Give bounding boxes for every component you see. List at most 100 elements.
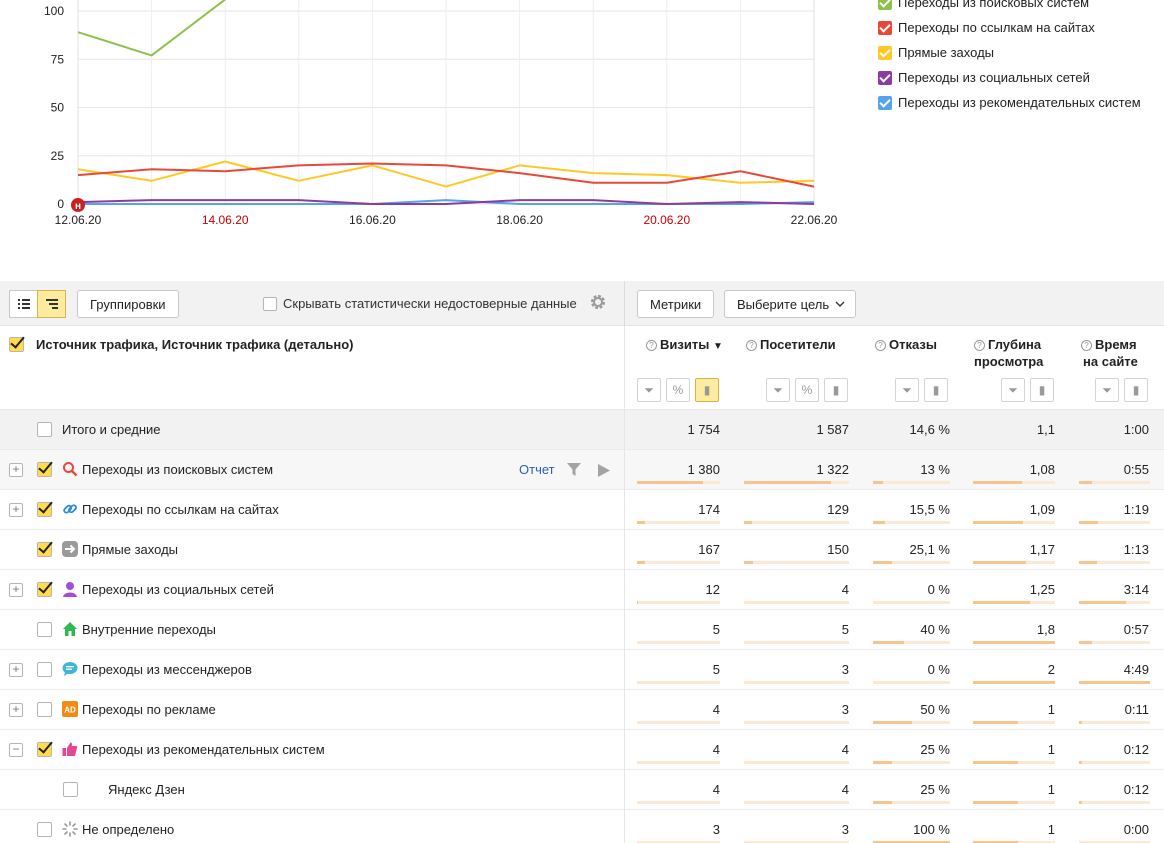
report-link[interactable]: Отчет bbox=[519, 462, 555, 477]
table-row[interactable]: + Переходы из социальных сетей 12 4 0 % 1,25 3… bbox=[0, 570, 1164, 610]
table-row[interactable]: − Переходы из рекомендательных систем 4 4 25… bbox=[0, 730, 1164, 770]
help-icon[interactable]: ? bbox=[646, 340, 657, 351]
row-label[interactable]: Переходы из социальных сетей bbox=[82, 582, 274, 597]
filter-icon[interactable]: ⏷ bbox=[1095, 378, 1119, 402]
expand-button[interactable]: + bbox=[9, 503, 23, 517]
report-toolbar: Группировки Скрывать статистически недос… bbox=[0, 281, 1164, 326]
column-header-time[interactable]: ? Время на сайте bbox=[1081, 336, 1138, 370]
column-header-bounce[interactable]: ? Отказы bbox=[875, 336, 937, 353]
dimension-header[interactable]: Источник трафика, Источник трафика (дета… bbox=[9, 337, 354, 352]
tree-view-button[interactable] bbox=[37, 290, 66, 318]
expand-button[interactable]: + bbox=[9, 703, 23, 717]
legend-item[interactable]: Переходы из социальных сетей bbox=[878, 65, 1164, 90]
bar-track bbox=[873, 641, 950, 644]
row-label[interactable]: Не определено bbox=[82, 822, 175, 837]
hide-unreliable-checkbox[interactable]: Скрывать статистически недостоверные дан… bbox=[263, 296, 577, 311]
row-checkbox[interactable] bbox=[37, 822, 52, 837]
row-label[interactable]: Прямые заходы bbox=[82, 542, 179, 557]
cell-depth: 1,17 bbox=[1029, 542, 1055, 557]
collapse-button[interactable]: − bbox=[9, 743, 23, 757]
bar-chart-icon[interactable]: ▮ bbox=[824, 378, 848, 402]
legend-item[interactable]: Переходы из рекомендательных систем bbox=[878, 90, 1164, 115]
cell-depth: 1 bbox=[1047, 822, 1055, 837]
row-checkbox[interactable] bbox=[37, 702, 52, 717]
bar-chart-icon[interactable]: ▮ bbox=[1030, 378, 1054, 402]
row-label[interactable]: Внутренние переходы bbox=[82, 622, 216, 637]
cell-visitors: 3 bbox=[841, 662, 849, 677]
legend-checkbox[interactable] bbox=[878, 20, 892, 35]
bar-fill bbox=[1079, 721, 1082, 724]
bar-chart-icon[interactable]: ▮ bbox=[1124, 378, 1148, 402]
play-icon[interactable] bbox=[598, 464, 610, 477]
legend-item[interactable]: Прямые заходы bbox=[878, 40, 1164, 65]
ad-badge-icon: AD bbox=[62, 701, 78, 717]
legend-checkbox[interactable] bbox=[878, 0, 892, 10]
filter-icon[interactable]: ⏷ bbox=[766, 378, 790, 402]
bar-fill bbox=[637, 561, 645, 564]
row-label[interactable]: Яндекс Дзен bbox=[108, 782, 185, 797]
row-checkbox[interactable] bbox=[37, 462, 52, 477]
column-divider bbox=[624, 650, 625, 690]
percent-icon[interactable]: % bbox=[795, 378, 819, 402]
table-row[interactable]: + AD Переходы по рекламе 4 3 50 % 1 0:11 bbox=[0, 690, 1164, 730]
column-header-visitors[interactable]: ? Посетители bbox=[746, 336, 836, 353]
expand-button[interactable]: + bbox=[9, 663, 23, 677]
bar-track bbox=[637, 641, 720, 644]
table-row[interactable]: Яндекс Дзен 4 4 25 % 1 0:12 bbox=[0, 770, 1164, 810]
help-icon[interactable]: ? bbox=[974, 340, 985, 351]
row-checkbox[interactable] bbox=[37, 742, 52, 757]
row-checkbox[interactable] bbox=[37, 622, 52, 637]
help-icon[interactable]: ? bbox=[746, 340, 757, 351]
column-label: Глубина bbox=[988, 337, 1042, 352]
checkbox-box[interactable] bbox=[263, 296, 277, 311]
filter-icon[interactable]: ⏷ bbox=[895, 378, 919, 402]
x-tick-label: 20.06.20 bbox=[643, 213, 690, 227]
row-label[interactable]: Переходы по ссылкам на сайтах bbox=[82, 502, 279, 517]
filter-icon[interactable]: ⏷ bbox=[1001, 378, 1025, 402]
legend-checkbox[interactable] bbox=[878, 95, 892, 110]
expand-button[interactable]: + bbox=[9, 463, 23, 477]
gear-icon[interactable] bbox=[589, 293, 607, 311]
legend-checkbox[interactable] bbox=[878, 45, 892, 60]
row-checkbox[interactable] bbox=[63, 782, 78, 797]
table-row[interactable]: Не определено 3 3 100 % 1 0:00 bbox=[0, 810, 1164, 843]
bar-fill bbox=[1079, 681, 1150, 684]
row-label[interactable]: Переходы из поисковых систем bbox=[82, 462, 274, 477]
row-checkbox[interactable] bbox=[37, 542, 52, 557]
cell-visitors: 1 322 bbox=[816, 462, 849, 477]
cell-visits: 4 bbox=[712, 742, 720, 757]
select-all-checkbox[interactable] bbox=[9, 337, 24, 352]
bar-chart-icon[interactable]: ▮ bbox=[924, 378, 948, 402]
column-header-depth[interactable]: ? Глубина просмотра bbox=[974, 336, 1043, 370]
row-label[interactable]: Переходы из мессенджеров bbox=[82, 662, 252, 677]
table-row[interactable]: + Переходы из мессенджеров 5 3 0 % 2 4:49 bbox=[0, 650, 1164, 690]
chevron-down-icon bbox=[835, 301, 845, 307]
groupings-button[interactable]: Группировки bbox=[77, 290, 179, 318]
table-row[interactable]: + Переходы из поисковых систем Отчет 1 380 1… bbox=[0, 450, 1164, 490]
row-checkbox[interactable] bbox=[37, 502, 52, 517]
expand-button[interactable]: + bbox=[9, 583, 23, 597]
row-label[interactable]: Переходы по рекламе bbox=[82, 702, 216, 717]
table-row[interactable]: Прямые заходы 167 150 25,1 % 1,17 1:13 bbox=[0, 530, 1164, 570]
legend-item[interactable]: Переходы из поисковых систем bbox=[878, 0, 1164, 15]
row-checkbox[interactable] bbox=[37, 582, 52, 597]
legend-checkbox[interactable] bbox=[878, 70, 892, 85]
list-view-button[interactable] bbox=[9, 290, 38, 318]
choose-goal-dropdown[interactable]: Выберите цель bbox=[724, 290, 857, 318]
percent-icon[interactable]: % bbox=[666, 378, 690, 402]
row-checkbox[interactable] bbox=[37, 422, 52, 437]
filter-icon[interactable] bbox=[567, 463, 581, 477]
table-row[interactable]: Внутренние переходы 5 5 40 % 1,8 0:57 bbox=[0, 610, 1164, 650]
metrics-button[interactable]: Метрики bbox=[637, 290, 715, 318]
table-row[interactable]: + Переходы по ссылкам на сайтах 174 129 15,5… bbox=[0, 490, 1164, 530]
bar-fill bbox=[1079, 601, 1126, 604]
filter-icon[interactable]: ⏷ bbox=[637, 378, 661, 402]
row-checkbox[interactable] bbox=[37, 662, 52, 677]
legend-item[interactable]: Переходы по ссылкам на сайтах bbox=[878, 15, 1164, 40]
cell-visits: 5 bbox=[712, 662, 720, 677]
row-label[interactable]: Переходы из рекомендательных систем bbox=[82, 742, 325, 757]
help-icon[interactable]: ? bbox=[875, 340, 886, 351]
column-header-visits[interactable]: ? Визиты ▼ bbox=[646, 336, 723, 355]
help-icon[interactable]: ? bbox=[1081, 340, 1092, 351]
bar-chart-icon[interactable]: ▮ bbox=[695, 378, 719, 402]
